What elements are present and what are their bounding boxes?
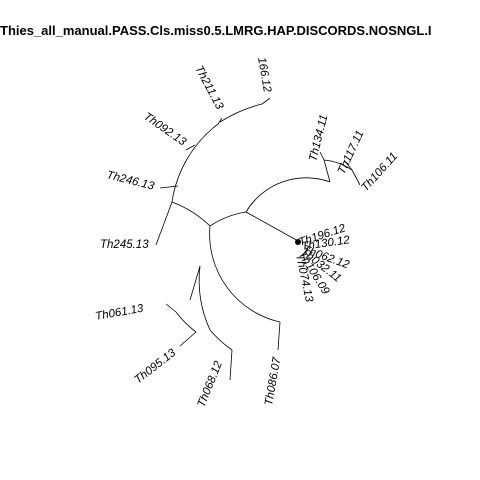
root-node-dot xyxy=(295,239,301,245)
tip-label-Th246.13: Th246.13 xyxy=(105,169,156,193)
tip-label-Th061.13: Th061.13 xyxy=(94,303,145,323)
tree-branches xyxy=(155,97,361,381)
tip-label-166.12: 166.12 xyxy=(255,56,273,93)
tip-label-Th106.11: Th106.11 xyxy=(359,150,400,194)
tip-label-Th068.12: Th068.12 xyxy=(196,359,226,409)
tip-label-Th134.11: Th134.11 xyxy=(307,113,330,162)
tip-label-Th211.13: Th211.13 xyxy=(192,64,225,112)
tip-label-Th095.13: Th095.13 xyxy=(132,347,178,387)
plot-title: Thies_all_manual.PASS.Cls.miss0.5.LMRG.H… xyxy=(0,23,432,38)
tip-label-Th245.13: Th245.13 xyxy=(100,239,149,251)
tip-label-Th086.07: Th086.07 xyxy=(263,356,283,407)
tip-label-Th092.13: Th092.13 xyxy=(141,111,188,149)
